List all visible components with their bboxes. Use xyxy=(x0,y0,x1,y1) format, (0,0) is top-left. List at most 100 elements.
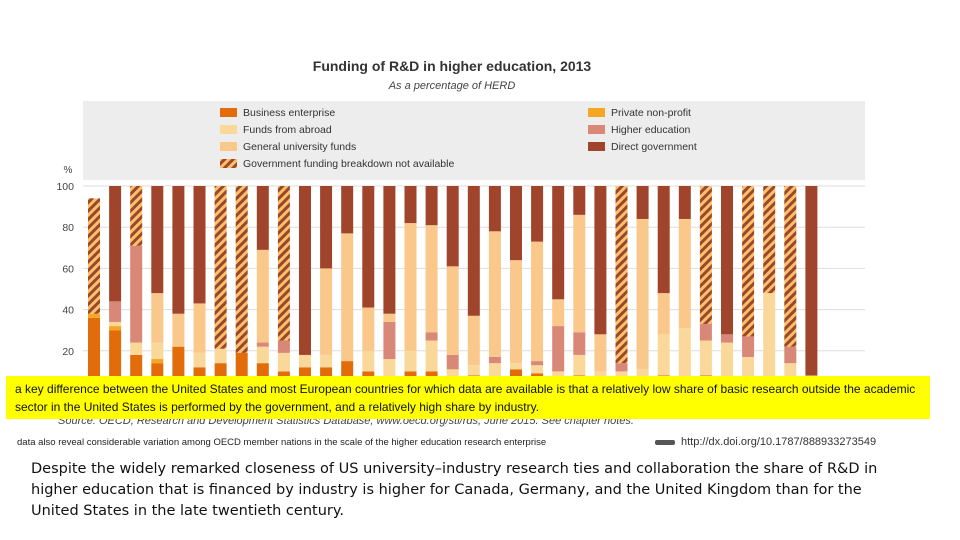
chart-title: Funding of R&D in higher education, 2013 xyxy=(313,58,592,74)
bar-9-higher-education xyxy=(256,342,269,347)
bar-20-higher-education xyxy=(488,356,501,364)
legend-swatch-direct-government xyxy=(588,142,605,151)
bar-30-higher-education xyxy=(699,324,712,341)
chart-subtitle: As a percentage of HERD xyxy=(388,80,516,92)
bar-9-general-university-funds xyxy=(256,249,269,343)
doi-link[interactable]: http://dx.doi.org/10.1787/888933273549 xyxy=(655,436,876,448)
bar-4-direct-government xyxy=(151,186,164,294)
bar-22-general-university-funds xyxy=(531,241,544,362)
bar-34-government-funding-breakdown-not-available xyxy=(784,186,797,347)
bar-17-direct-government xyxy=(425,186,438,226)
bar-19-funds-from-abroad xyxy=(467,365,480,376)
bar-19-direct-government xyxy=(467,186,480,316)
bar-2-direct-government xyxy=(109,186,122,302)
bar-33-funds-from-abroad xyxy=(763,293,776,380)
bar-9-direct-government xyxy=(256,186,269,250)
bar-21-general-university-funds xyxy=(510,260,522,364)
bar-15-higher-education xyxy=(383,321,396,360)
y-tick-label-100: 100 xyxy=(56,181,74,193)
legend-box xyxy=(83,101,865,180)
bar-32-funds-from-abroad xyxy=(742,356,755,380)
bar-24-general-university-funds xyxy=(573,214,586,333)
legend-label-private-non-profit: Private non-profit xyxy=(611,107,691,119)
legend-swatch-private-non-profit xyxy=(588,108,605,117)
bar-20-direct-government xyxy=(488,186,501,232)
bar-3-higher-education xyxy=(130,245,143,343)
bar-10-funds-from-abroad xyxy=(277,352,290,372)
highlight-box: a key difference between the United Stat… xyxy=(6,376,930,419)
bar-22-direct-government xyxy=(531,186,544,242)
bar-20-funds-from-abroad xyxy=(488,363,501,380)
statlink-icon xyxy=(655,439,675,445)
y-tick-label-60: 60 xyxy=(62,263,74,275)
legend-label-direct-government: Direct government xyxy=(611,141,697,153)
bar-29-funds-from-abroad xyxy=(678,328,691,380)
legend-label-funds-from-abroad: Funds from abroad xyxy=(243,124,332,136)
bar-20-general-university-funds xyxy=(488,231,501,357)
bar-23-direct-government xyxy=(552,186,565,300)
bar-35-direct-government xyxy=(805,186,818,376)
bar-5-direct-government xyxy=(172,186,185,314)
bar-21-funds-from-abroad xyxy=(510,363,522,370)
bar-5-general-university-funds xyxy=(172,313,185,347)
bar-27-general-university-funds xyxy=(636,218,649,370)
bar-16-direct-government xyxy=(404,186,417,224)
bar-21-direct-government xyxy=(510,186,522,261)
bar-22-funds-from-abroad xyxy=(531,365,544,374)
legend-label-general-university-funds: General university funds xyxy=(243,141,356,153)
bar-12-general-university-funds xyxy=(320,268,333,355)
bar-25-direct-government xyxy=(594,186,607,335)
bar-18-higher-education xyxy=(446,354,459,370)
bar-15-general-university-funds xyxy=(383,313,396,322)
bar-18-general-university-funds xyxy=(446,266,459,355)
legend-swatch-government-funding-breakdown-not-available xyxy=(220,159,237,168)
bar-23-higher-education xyxy=(552,326,565,372)
bar-16-general-university-funds xyxy=(404,223,417,351)
bar-17-general-university-funds xyxy=(425,225,438,333)
bar-28-funds-from-abroad xyxy=(657,334,670,376)
bar-31-direct-government xyxy=(721,186,733,335)
bar-28-direct-government xyxy=(657,186,670,294)
bar-11-direct-government xyxy=(299,186,311,355)
bar-3-funds-from-abroad xyxy=(130,342,143,355)
bar-1-government-funding-breakdown-not-available xyxy=(88,198,100,314)
bar-24-funds-from-abroad xyxy=(573,354,586,376)
bar-14-funds-from-abroad xyxy=(362,350,375,372)
bar-15-funds-from-abroad xyxy=(383,359,396,378)
overlay-note: data also reveal considerable variation … xyxy=(17,437,547,448)
legend-swatch-general-university-funds xyxy=(220,142,237,151)
legend-swatch-higher-education xyxy=(588,125,605,134)
bar-30-funds-from-abroad xyxy=(699,340,712,376)
bar-26-higher-education xyxy=(615,363,628,372)
bar-25-funds-from-abroad xyxy=(594,371,607,380)
legend-label-business-enterprise: Business enterprise xyxy=(243,107,335,119)
y-tick-label-40: 40 xyxy=(62,305,74,317)
bar-23-funds-from-abroad xyxy=(552,371,565,380)
doi-text: http://dx.doi.org/10.1787/888933273549 xyxy=(681,436,877,448)
bar-12-direct-government xyxy=(320,186,333,269)
bar-30-government-funding-breakdown-not-available xyxy=(699,186,712,325)
bar-10-government-funding-breakdown-not-available xyxy=(277,186,290,341)
bar-17-funds-from-abroad xyxy=(425,340,438,372)
bar-4-private-non-profit xyxy=(151,359,164,364)
legend-label-higher-education: Higher education xyxy=(611,124,691,136)
bar-13-direct-government xyxy=(341,186,354,234)
bar-15-direct-government xyxy=(383,186,396,314)
bar-14-direct-government xyxy=(362,186,375,308)
y-tick-label-80: 80 xyxy=(62,222,74,234)
bar-19-general-university-funds xyxy=(467,315,480,366)
bar-10-higher-education xyxy=(277,340,290,353)
body-paragraph: Despite the widely remarked closeness of… xyxy=(31,461,878,519)
bar-25-general-university-funds xyxy=(594,334,607,372)
bar-2-higher-education xyxy=(109,301,122,322)
bar-28-general-university-funds xyxy=(657,293,670,335)
bar-22-higher-education xyxy=(531,361,544,366)
bar-23-general-university-funds xyxy=(552,299,565,327)
bar-6-direct-government xyxy=(193,186,206,304)
bar-11-funds-from-abroad xyxy=(299,354,311,368)
bar-33-government-funding-breakdown-not-available xyxy=(763,186,776,294)
bar-31-higher-education xyxy=(721,334,733,343)
bar-17-higher-education xyxy=(425,332,438,341)
bar-12-funds-from-abroad xyxy=(320,354,333,368)
